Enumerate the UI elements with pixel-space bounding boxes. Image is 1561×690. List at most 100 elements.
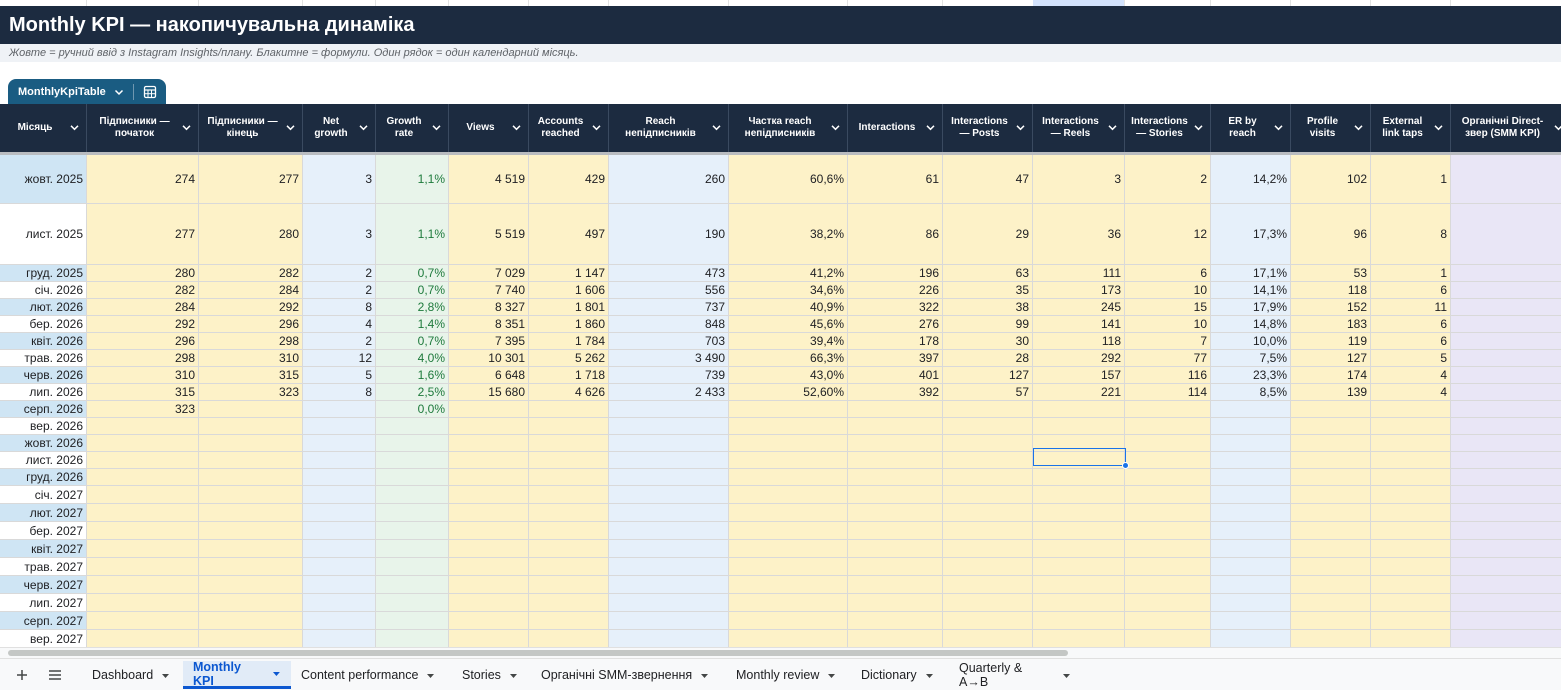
month-cell[interactable]: лист. 2026 [0, 452, 87, 469]
data-cell[interactable] [1291, 558, 1371, 576]
data-cell[interactable] [1451, 418, 1561, 435]
data-cell[interactable]: 47 [943, 155, 1033, 204]
data-cell[interactable]: 173 [1033, 282, 1125, 299]
column-header-14[interactable]: ER by reach [1211, 104, 1291, 152]
data-cell[interactable] [609, 504, 729, 522]
data-cell[interactable]: 6 648 [449, 367, 529, 384]
data-cell[interactable]: 1 [1371, 265, 1451, 282]
selected-cell[interactable] [1033, 448, 1126, 466]
data-cell[interactable] [1451, 155, 1561, 204]
column-filter-chevron-icon[interactable] [830, 122, 841, 133]
data-cell[interactable]: 40,9% [729, 299, 848, 316]
data-cell[interactable] [1125, 401, 1211, 418]
column-filter-chevron-icon[interactable] [181, 122, 192, 133]
data-cell[interactable]: 1,6% [376, 367, 449, 384]
data-cell[interactable] [729, 540, 848, 558]
data-cell[interactable] [87, 486, 199, 504]
data-cell[interactable]: 0,7% [376, 282, 449, 299]
column-header-10[interactable]: Interactions [848, 104, 943, 152]
data-cell[interactable]: 10 301 [449, 350, 529, 367]
data-cell[interactable] [1371, 630, 1451, 648]
data-cell[interactable] [1291, 469, 1371, 486]
data-cell[interactable] [529, 594, 609, 612]
data-cell[interactable] [1125, 540, 1211, 558]
data-cell[interactable] [609, 452, 729, 469]
data-cell[interactable] [449, 504, 529, 522]
sheet-tab-monthly-kpi[interactable]: Monthly KPI [183, 660, 291, 689]
data-cell[interactable]: 282 [87, 282, 199, 299]
data-cell[interactable] [529, 452, 609, 469]
data-cell[interactable]: 28 [943, 350, 1033, 367]
data-cell[interactable] [609, 435, 729, 452]
month-cell[interactable]: черв. 2027 [0, 576, 87, 594]
data-cell[interactable] [1291, 452, 1371, 469]
data-cell[interactable] [729, 594, 848, 612]
data-cell[interactable] [1291, 576, 1371, 594]
data-cell[interactable]: 178 [848, 333, 943, 350]
data-cell[interactable] [1211, 522, 1291, 540]
column-filter-chevron-icon[interactable] [711, 122, 722, 133]
data-cell[interactable] [529, 576, 609, 594]
column-header-15[interactable]: Profile visits [1291, 104, 1371, 152]
data-cell[interactable]: 7 740 [449, 282, 529, 299]
data-cell[interactable] [376, 418, 449, 435]
data-cell[interactable]: 196 [848, 265, 943, 282]
month-cell[interactable]: лип. 2027 [0, 594, 87, 612]
column-filter-chevron-icon[interactable] [1273, 122, 1284, 133]
data-cell[interactable]: 292 [199, 299, 303, 316]
data-cell[interactable] [449, 576, 529, 594]
data-cell[interactable]: 7 [1125, 333, 1211, 350]
month-cell[interactable]: лют. 2026 [0, 299, 87, 316]
data-cell[interactable] [87, 558, 199, 576]
data-cell[interactable]: 61 [848, 155, 943, 204]
data-cell[interactable]: 183 [1291, 316, 1371, 333]
data-cell[interactable] [729, 452, 848, 469]
data-cell[interactable] [1451, 630, 1561, 648]
data-cell[interactable]: 284 [199, 282, 303, 299]
data-cell[interactable] [87, 469, 199, 486]
data-cell[interactable] [1033, 452, 1125, 469]
caret-down-icon[interactable] [161, 671, 170, 680]
data-cell[interactable] [449, 469, 529, 486]
data-cell[interactable] [199, 401, 303, 418]
data-cell[interactable] [1451, 367, 1561, 384]
data-cell[interactable] [87, 418, 199, 435]
data-cell[interactable] [1371, 401, 1451, 418]
data-cell[interactable] [609, 522, 729, 540]
data-cell[interactable]: 38 [943, 299, 1033, 316]
data-cell[interactable] [529, 540, 609, 558]
data-cell[interactable] [1033, 504, 1125, 522]
data-cell[interactable] [529, 435, 609, 452]
data-cell[interactable] [199, 558, 303, 576]
data-cell[interactable] [199, 612, 303, 630]
data-cell[interactable]: 14,2% [1211, 155, 1291, 204]
data-cell[interactable]: 8 351 [449, 316, 529, 333]
data-cell[interactable] [943, 418, 1033, 435]
data-cell[interactable]: 41,2% [729, 265, 848, 282]
data-cell[interactable] [1451, 594, 1561, 612]
caret-down-icon[interactable] [426, 671, 435, 680]
month-cell[interactable]: черв. 2026 [0, 367, 87, 384]
month-cell[interactable]: січ. 2026 [0, 282, 87, 299]
data-cell[interactable] [1371, 612, 1451, 630]
data-cell[interactable] [376, 504, 449, 522]
column-filter-chevron-icon[interactable] [431, 122, 442, 133]
chevron-down-icon[interactable] [113, 86, 125, 98]
data-cell[interactable]: 298 [87, 350, 199, 367]
data-cell[interactable] [943, 486, 1033, 504]
data-cell[interactable]: 5 [1371, 350, 1451, 367]
data-cell[interactable] [729, 435, 848, 452]
data-cell[interactable]: 3 [1033, 155, 1125, 204]
data-cell[interactable] [1371, 558, 1451, 576]
data-cell[interactable] [1371, 435, 1451, 452]
data-cell[interactable] [303, 558, 376, 576]
data-cell[interactable] [1291, 594, 1371, 612]
data-cell[interactable] [87, 435, 199, 452]
column-header-2[interactable]: Підписники — початок [87, 104, 199, 152]
data-cell[interactable]: 3 [303, 204, 376, 265]
data-cell[interactable] [87, 576, 199, 594]
data-cell[interactable]: 397 [848, 350, 943, 367]
data-cell[interactable] [1125, 630, 1211, 648]
data-cell[interactable] [1451, 350, 1561, 367]
data-cell[interactable] [609, 401, 729, 418]
